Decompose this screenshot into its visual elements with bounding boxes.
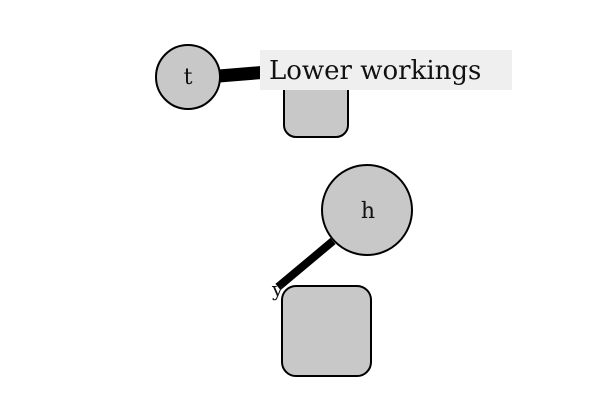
edge-end-label: y (271, 277, 284, 301)
node-h[interactable]: h (321, 164, 413, 256)
callout-text: Lower workings (269, 56, 481, 86)
node-box-bottom[interactable] (281, 285, 372, 377)
edge-h-to-box-bottom (275, 237, 336, 291)
edge-t-to-box-top (218, 65, 269, 83)
node-h-label: h (361, 199, 375, 224)
callout: Lower workings (260, 50, 512, 90)
node-t[interactable]: t (155, 44, 221, 110)
callout-background (260, 50, 512, 90)
node-t-label: t (184, 65, 193, 90)
